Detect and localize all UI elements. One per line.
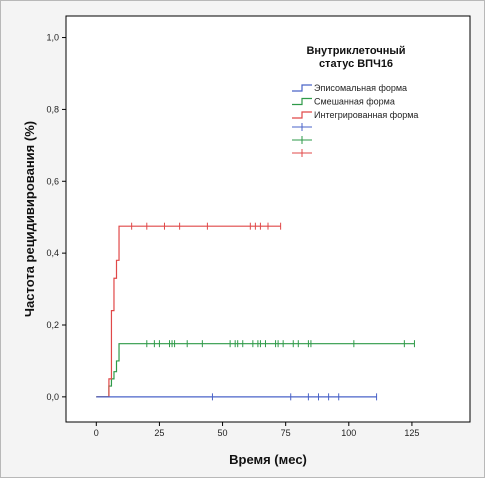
legend-title-line-2: статус ВПЧ16 [319,58,393,70]
legend-label-1: Смешанная форма [314,97,395,107]
x-tick-label: 0 [94,428,99,438]
x-tick-label: 100 [341,428,356,438]
legend-swatch-1 [292,97,312,106]
legend-swatch-0 [292,84,312,92]
x-tick-label: 50 [218,428,228,438]
x-tick-label: 75 [281,428,291,438]
y-tick-label: 1,0 [46,33,59,43]
x-axis-title: Время (мес) [229,452,307,467]
legend-swatch-2 [292,111,312,119]
legend-label-0: Эписомальная форма [314,83,407,93]
y-tick-label: 0,0 [46,392,59,402]
y-tick-label: 0,8 [46,104,59,114]
legend-label-2: Интегрированная форма [314,110,418,120]
y-tick-label: 0,2 [46,320,59,330]
x-tick-label: 25 [154,428,164,438]
plot-area [65,15,471,423]
x-tick-label: 125 [404,428,419,438]
y-tick-label: 0,6 [46,176,59,186]
y-axis-title: Частота рецидивирования (%) [22,121,37,317]
y-tick-label: 0,4 [46,248,59,258]
legend-title-line-1: Внутриклеточный [306,45,405,57]
